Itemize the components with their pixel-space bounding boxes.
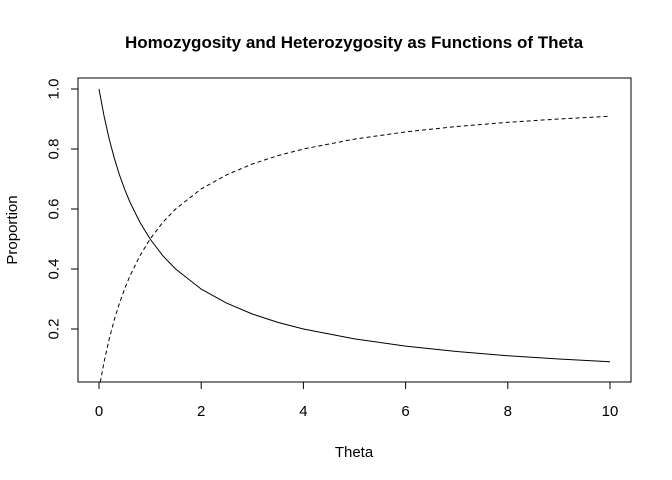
solid-series-line <box>98 88 611 363</box>
plot-frame <box>77 77 632 383</box>
y-tick-label: 1.0 <box>45 79 62 100</box>
series-lines <box>98 88 611 382</box>
y-tick-label: 0.8 <box>45 139 62 160</box>
y-tick-label: 0.2 <box>45 319 62 340</box>
y-tick-label: 0.4 <box>45 259 62 280</box>
x-axis-label: Theta <box>335 444 374 461</box>
axes: 0 2 4 6 8 10 0.2 0.4 0.6 0.8 1.0 <box>45 79 618 420</box>
y-tick-label: 0.6 <box>45 199 62 220</box>
x-tick-label: 6 <box>401 403 409 420</box>
x-tick-label: 0 <box>95 403 103 420</box>
x-tick-label: 4 <box>299 403 307 420</box>
chart-title: Homozygosity and Heterozygosity as Funct… <box>125 33 584 52</box>
x-tick-label: 2 <box>197 403 205 420</box>
y-axis-label: Proportion <box>4 195 21 264</box>
x-tick-label: 8 <box>504 403 512 420</box>
dashed-series-line <box>99 115 611 382</box>
x-tick-label: 10 <box>602 403 619 420</box>
